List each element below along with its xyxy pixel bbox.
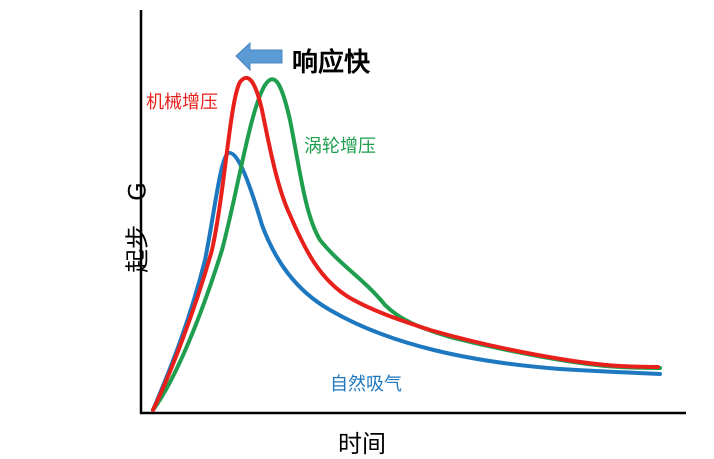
natural-curve	[151, 150, 662, 412]
natural-label: 自然吸气	[330, 374, 402, 395]
turbo-label: 涡轮增压	[304, 136, 376, 157]
left-arrow-icon	[235, 41, 283, 72]
y-axis-label: 起步 G	[123, 182, 152, 273]
response-fast-annotation: 响应快	[292, 48, 371, 78]
mechanical-label: 机械增压	[146, 92, 218, 113]
x-axis-label: 时间	[338, 430, 386, 458]
mechanical-curve	[151, 75, 660, 412]
